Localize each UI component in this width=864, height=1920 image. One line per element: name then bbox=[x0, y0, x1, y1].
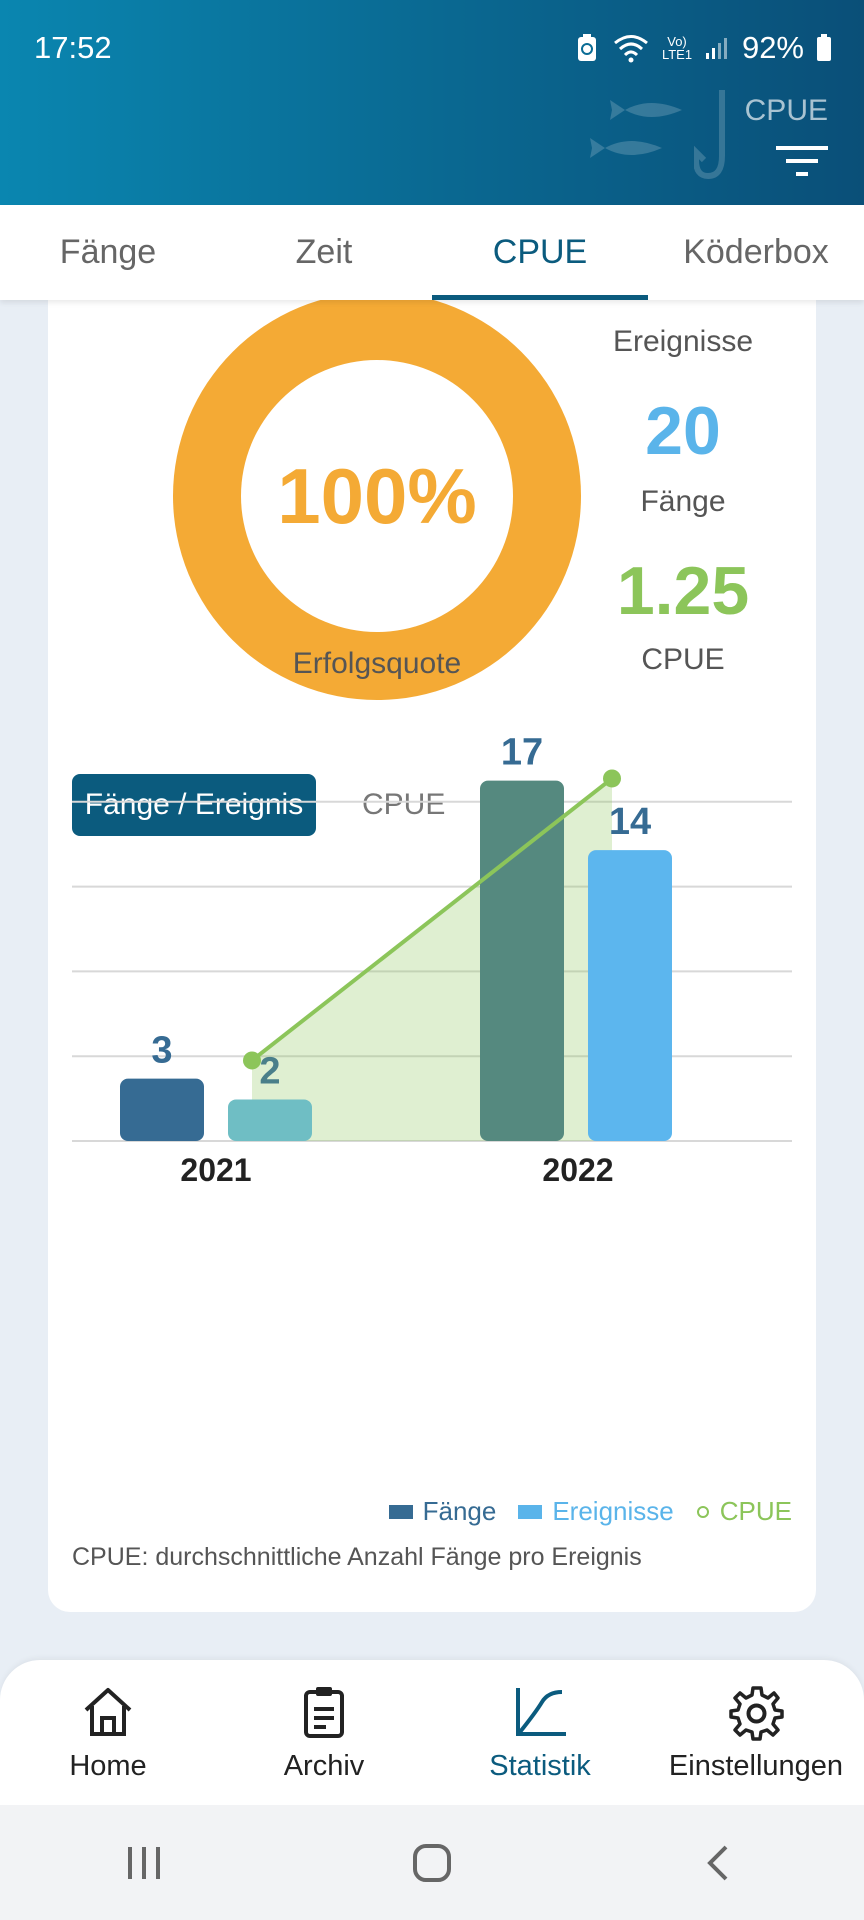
success-rate-label: Erfolgsquote bbox=[292, 647, 462, 680]
tab-faenge[interactable]: Fänge bbox=[59, 233, 157, 271]
clipboard-icon bbox=[304, 1687, 344, 1738]
home-icon bbox=[84, 1688, 132, 1736]
tab-cpue[interactable]: CPUE bbox=[432, 205, 648, 300]
status-bar-icons: Vo) LTE1 92% bbox=[574, 30, 832, 66]
success-rate-donut: 100% bbox=[173, 292, 581, 700]
top-tab-bar: Fänge Zeit CPUE Köderbox bbox=[0, 205, 864, 300]
legend-swatch-faenge bbox=[388, 1504, 413, 1519]
filter-icon[interactable] bbox=[776, 146, 828, 178]
legend-item-cpue: CPUE bbox=[696, 1496, 792, 1527]
home-button-icon[interactable] bbox=[410, 1841, 454, 1885]
chart-tab-faenge-ereignis[interactable]: Fänge / Ereignis bbox=[72, 774, 316, 836]
cpue-footnote: CPUE: durchschnittliche Anzahl Fänge pro… bbox=[72, 1543, 642, 1571]
nav-home-label: Home bbox=[69, 1750, 147, 1782]
legend-label-faenge: Fänge bbox=[422, 1496, 497, 1526]
status-time: 17:52 bbox=[34, 30, 112, 65]
catches-value: 20 bbox=[645, 393, 721, 469]
battery-icon bbox=[816, 34, 832, 62]
nav-statistik-label: Statistik bbox=[489, 1750, 591, 1782]
legend-item-ereignisse: Ereignisse bbox=[518, 1496, 674, 1527]
cpue-line bbox=[250, 776, 614, 1063]
legend-swatch-cpue bbox=[696, 1505, 709, 1518]
recent-apps-icon[interactable] bbox=[122, 1841, 166, 1885]
nav-archiv-label: Archiv bbox=[283, 1750, 365, 1782]
cpue-value: 1.25 bbox=[616, 553, 750, 629]
nav-einstellungen-label: Einstellungen bbox=[668, 1750, 844, 1782]
success-rate-value: 100% bbox=[241, 360, 513, 632]
data-label-faenge-2022: 17 bbox=[501, 732, 543, 774]
cpue-point-2021 bbox=[243, 1051, 261, 1070]
bar-faenge-2021 bbox=[120, 1078, 204, 1141]
fish-logo-icon bbox=[590, 100, 682, 158]
nav-archiv[interactable]: Archiv bbox=[216, 1660, 432, 1805]
bottom-navigation: Home Archiv Statistik Einstellungen bbox=[0, 1660, 864, 1805]
nav-statistik[interactable]: Statistik bbox=[432, 1660, 648, 1805]
tab-zeit[interactable]: Zeit bbox=[295, 233, 353, 271]
gear-icon bbox=[729, 1686, 784, 1741]
legend-label-cpue: CPUE bbox=[719, 1496, 792, 1526]
back-icon[interactable] bbox=[698, 1841, 742, 1885]
cpue-point-2022 bbox=[603, 769, 621, 788]
bar-ereignisse-2021 bbox=[228, 1099, 312, 1141]
catches-label: Fänge bbox=[640, 485, 726, 518]
legend-swatch-ereignisse bbox=[518, 1504, 543, 1519]
data-label-faenge-2021: 3 bbox=[151, 1030, 172, 1072]
hook-logo-icon bbox=[694, 90, 725, 180]
system-navigation-bar bbox=[0, 1805, 864, 1920]
wifi-icon bbox=[612, 33, 650, 63]
network-label: Vo) LTE1 bbox=[661, 34, 693, 62]
x-tick-label-2022: 2022 bbox=[542, 1152, 613, 1188]
tab-koederbox[interactable]: Köderbox bbox=[683, 233, 829, 271]
cpue-label: CPUE bbox=[641, 643, 725, 676]
chart-tab-cpue[interactable]: CPUE bbox=[362, 788, 446, 821]
bar-faenge-2022 bbox=[480, 780, 564, 1141]
data-label-ereignisse-2021: 2 bbox=[259, 1050, 280, 1092]
chart-legend: Fänge Ereignisse CPUE bbox=[388, 1496, 792, 1527]
x-tick-label-2021: 2021 bbox=[180, 1152, 251, 1188]
bar-ereignisse-2022 bbox=[588, 850, 672, 1141]
bar-chart: 3 2 2021 17 14 2022 bbox=[72, 732, 792, 1188]
signal-icon bbox=[704, 35, 730, 61]
nav-home[interactable]: Home bbox=[0, 1660, 216, 1805]
statistics-card: 100% Erfolgsquote Ereignisse 20 Fänge 1.… bbox=[48, 280, 816, 1612]
battery-percent: 92% bbox=[741, 30, 804, 65]
events-label: Ereignisse bbox=[612, 325, 754, 358]
legend-label-ereignisse: Ereignisse bbox=[552, 1496, 674, 1526]
legend-item-faenge: Fänge bbox=[388, 1496, 497, 1527]
app-header: 17:52 Vo) LTE1 92% CPUE bbox=[0, 0, 864, 205]
battery-saver-icon bbox=[574, 33, 600, 63]
chart-icon bbox=[516, 1688, 566, 1736]
nav-einstellungen[interactable]: Einstellungen bbox=[648, 1660, 864, 1805]
data-label-ereignisse-2022: 14 bbox=[609, 801, 651, 843]
header-title: CPUE bbox=[744, 94, 828, 127]
